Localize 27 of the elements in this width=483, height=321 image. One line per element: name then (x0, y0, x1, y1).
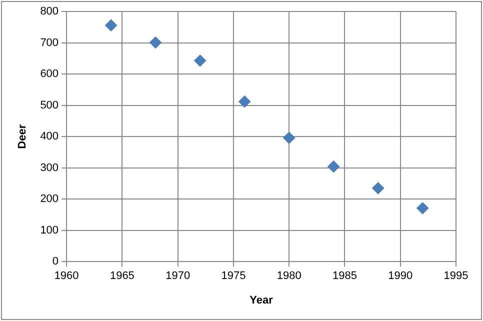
point (328, 160, 340, 173)
y-tick-label: 300 (40, 162, 59, 174)
point (283, 132, 296, 144)
x-axis-title: Year (250, 294, 274, 306)
x-tick-label: 1970 (166, 270, 190, 282)
x-tick-label: 1990 (388, 270, 413, 282)
y-tick-label: 500 (40, 99, 59, 112)
y-tick-label: 400 (40, 130, 59, 143)
y-tick-label: 200 (40, 193, 59, 206)
y-axis-title: Deer (16, 124, 29, 149)
x-tick-label: 1995 (444, 270, 468, 282)
x-tick-label: 1975 (221, 270, 246, 282)
point (416, 202, 429, 214)
y-tick-label: 0 (52, 256, 59, 268)
point (105, 19, 118, 32)
x-tick-label: 1960 (54, 270, 79, 282)
y-tick-label: 700 (40, 36, 59, 49)
x-tick-label: 1985 (332, 270, 357, 282)
y-tick-label: 600 (40, 68, 59, 80)
point (194, 54, 206, 67)
y-tick-label: 100 (40, 224, 59, 236)
point (372, 182, 384, 194)
x-tick-label: 1980 (276, 270, 302, 282)
point (238, 96, 251, 108)
point (150, 36, 162, 49)
x-tick-label: 1965 (110, 270, 134, 282)
y-tick-label: 800 (40, 6, 59, 18)
